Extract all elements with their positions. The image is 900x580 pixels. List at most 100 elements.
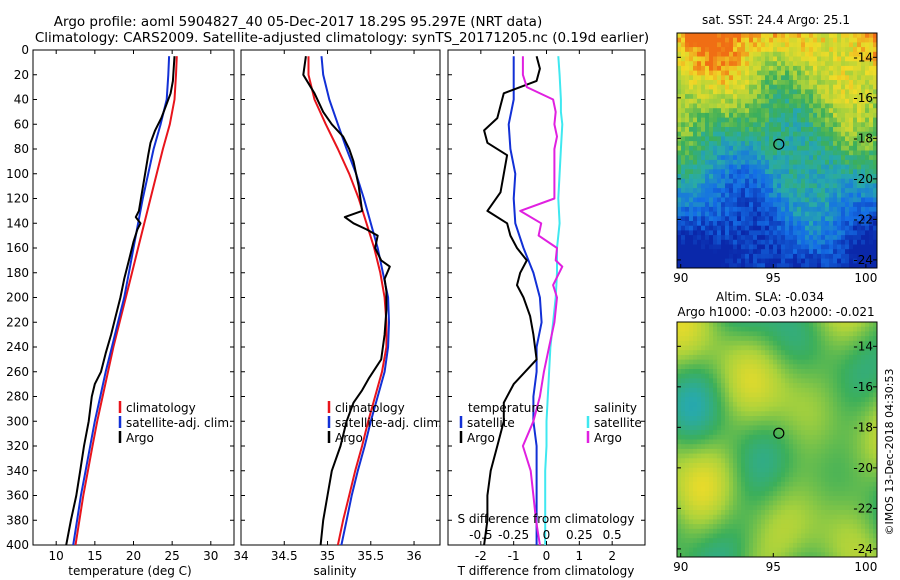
series-line-temperature-argo bbox=[483, 55, 541, 545]
y-tick-label: 20 bbox=[14, 68, 29, 82]
salinity-panel-frame bbox=[240, 49, 441, 546]
map-lat-label: -22 bbox=[853, 212, 873, 226]
legend-label-climatology: climatology bbox=[126, 401, 196, 415]
x-tick-label: 2 bbox=[608, 549, 616, 563]
series-line-temperature-satellite bbox=[507, 56, 543, 545]
y-tick-label: 240 bbox=[6, 340, 29, 354]
legend-label-satellite: satellite-adj. clim. bbox=[335, 416, 442, 430]
x-tick-label: -1 bbox=[508, 549, 520, 563]
argo-position-marker bbox=[773, 138, 785, 150]
legend-label-sal-argo: Argo bbox=[594, 431, 622, 445]
series-line-salinity-argo bbox=[519, 56, 564, 545]
map-lat-label: -16 bbox=[853, 380, 873, 394]
y-tick-label: 260 bbox=[6, 365, 29, 379]
legend-label-climatology: climatology bbox=[335, 401, 405, 415]
map-lat-label: -22 bbox=[853, 501, 873, 515]
map-lat-label: -14 bbox=[853, 50, 873, 64]
sla-map-title-1: Altim. SLA: -0.034 bbox=[716, 290, 824, 304]
series-line-satellite-adj-clim- bbox=[72, 56, 171, 545]
x-tick-label: 10 bbox=[49, 549, 64, 563]
x-tick-label: 30 bbox=[203, 549, 218, 563]
x-tick-label: 36 bbox=[406, 549, 421, 563]
temperature-legend: climatology satellite-adj. clim. Argo bbox=[118, 401, 233, 445]
sla-map-title-2: Argo h1000: -0.03 h2000: -0.021 bbox=[677, 305, 874, 319]
legend-salinity-heading: salinity bbox=[594, 401, 637, 415]
x-tick-label: 35 bbox=[320, 549, 335, 563]
sst-heatmap: -14 -16 -18 -20 -22 -24 90 95 100 bbox=[673, 33, 878, 285]
series-line-climatology bbox=[74, 56, 178, 545]
map-lat-label: -16 bbox=[853, 91, 873, 105]
s-difference-axis-label: S difference from climatology bbox=[458, 512, 635, 526]
y-tick-label: 380 bbox=[6, 513, 29, 527]
map-lon-label: 90 bbox=[673, 271, 688, 285]
series-line-salinity-satellite bbox=[544, 56, 564, 545]
x-tick-top-label: 0.25 bbox=[566, 528, 593, 542]
temperature-axis-label: temperature (deg C) bbox=[68, 564, 191, 578]
t-difference-axis-label: T difference from climatology bbox=[457, 564, 635, 578]
x-tick-top-label: -0.25 bbox=[498, 528, 529, 542]
sla-map-frame bbox=[676, 321, 878, 558]
y-tick-label: 60 bbox=[14, 117, 29, 131]
x-tick-label: -2 bbox=[475, 549, 487, 563]
salinity-legend: climatology satellite-adj. clim. Argo bbox=[327, 401, 442, 445]
difference-legend: temperature satellite Argo salinity sate… bbox=[459, 401, 642, 445]
y-tick-label: 320 bbox=[6, 439, 29, 453]
map-lon-label: 90 bbox=[673, 560, 688, 574]
difference-series bbox=[483, 55, 564, 545]
map-lat-label: -18 bbox=[853, 420, 873, 434]
legend-label-argo: Argo bbox=[335, 431, 363, 445]
imos-timestamp: ©IMOS 13-Dec-2018 04:30:53 bbox=[883, 369, 896, 536]
sla-heatmap: -14 -16 -18 -20 -22 -24 90 95 100 bbox=[673, 322, 878, 574]
salinity-axis-label: salinity bbox=[313, 564, 356, 578]
map-lat-label: -20 bbox=[853, 461, 873, 475]
y-tick-label: 400 bbox=[6, 538, 29, 552]
y-tick-label: 300 bbox=[6, 414, 29, 428]
sst-map-frame bbox=[676, 32, 878, 269]
x-tick-label: 0 bbox=[543, 549, 551, 563]
legend-temperature-heading: temperature bbox=[468, 401, 543, 415]
axes-ticks: 0204060801001201401601802002202402602803… bbox=[6, 43, 645, 563]
x-tick-label: 34.5 bbox=[271, 549, 298, 563]
x-tick-label: 15 bbox=[87, 549, 102, 563]
sst-map-title: sat. SST: 24.4 Argo: 25.1 bbox=[702, 13, 850, 27]
map-lat-label: -24 bbox=[853, 253, 873, 267]
legend-label-temp-satellite: satellite bbox=[467, 416, 515, 430]
title-line-2: Climatology: CARS2009. Satellite-adjuste… bbox=[35, 30, 649, 46]
salinity-series bbox=[302, 56, 391, 545]
x-tick-label: 34 bbox=[233, 549, 248, 563]
map-lon-label: 95 bbox=[766, 560, 781, 574]
x-tick-label: 25 bbox=[165, 549, 180, 563]
series-line-argo bbox=[65, 56, 176, 545]
legend-label-argo: Argo bbox=[126, 431, 154, 445]
y-tick-label: 280 bbox=[6, 390, 29, 404]
map-lat-label: -18 bbox=[853, 131, 873, 145]
map-lat-label: -14 bbox=[853, 339, 873, 353]
y-tick-label: 160 bbox=[6, 241, 29, 255]
y-tick-label: 140 bbox=[6, 216, 29, 230]
series-line-argo bbox=[302, 56, 391, 545]
y-tick-label: 220 bbox=[6, 315, 29, 329]
y-tick-label: 360 bbox=[6, 489, 29, 503]
series-line-satellite-adj-clim- bbox=[320, 56, 390, 545]
y-tick-label: 120 bbox=[6, 192, 29, 206]
legend-label-satellite: satellite-adj. clim. bbox=[126, 416, 233, 430]
argo-position-marker bbox=[773, 427, 785, 439]
map-lon-label: 95 bbox=[766, 271, 781, 285]
y-tick-label: 200 bbox=[6, 291, 29, 305]
difference-panel-frame bbox=[447, 49, 646, 546]
y-tick-label: 0 bbox=[21, 43, 29, 57]
map-lon-label: 100 bbox=[854, 560, 877, 574]
legend-label-sal-satellite: satellite bbox=[594, 416, 642, 430]
map-lat-label: -20 bbox=[853, 172, 873, 186]
y-tick-label: 100 bbox=[6, 167, 29, 181]
x-tick-top-label: 0.5 bbox=[603, 528, 622, 542]
title-line-1: Argo profile: aoml 5904827_40 05-Dec-201… bbox=[54, 14, 542, 30]
x-tick-label: 1 bbox=[576, 549, 584, 563]
temperature-series bbox=[65, 56, 178, 545]
series-line-climatology bbox=[307, 56, 388, 545]
y-tick-label: 180 bbox=[6, 266, 29, 280]
x-tick-label: 20 bbox=[126, 549, 141, 563]
x-tick-top-label: -0.5 bbox=[469, 528, 492, 542]
y-tick-label: 40 bbox=[14, 93, 29, 107]
